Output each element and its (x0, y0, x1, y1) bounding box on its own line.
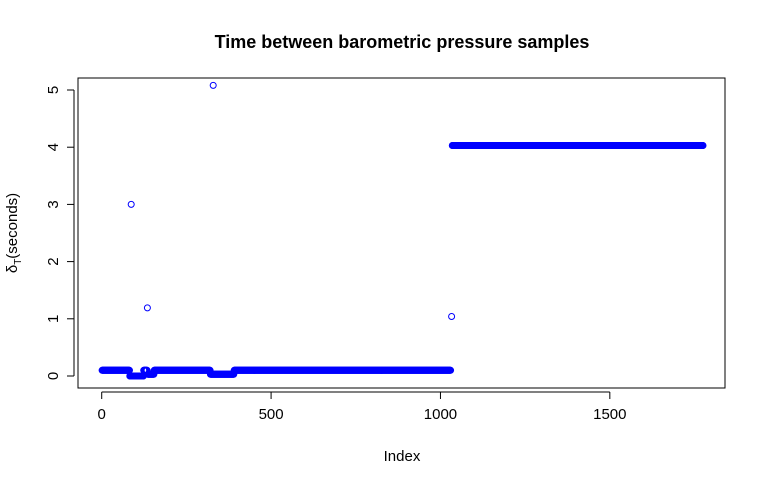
x-tick-label: 1000 (424, 406, 457, 423)
outlier-point (209, 81, 217, 89)
y-axis: 0 1 2 3 4 5 (45, 86, 75, 380)
y-axis-label: δT(seconds) (4, 193, 24, 273)
plot-frame (77, 77, 726, 389)
data-point (447, 366, 455, 374)
y-axis-label-subscript: T (13, 259, 24, 265)
y-tick-label: 3 (45, 200, 62, 208)
outlier-point (143, 304, 151, 312)
x-tick-label: 0 (98, 406, 106, 423)
x-axis: 0 500 1000 1500 (98, 391, 627, 423)
y-axis-label-symbol: δ (4, 265, 21, 273)
y-tick-label: 5 (45, 86, 62, 94)
data-point (699, 142, 707, 149)
outlier-point (448, 313, 456, 320)
y-tick-label: 0 (45, 372, 62, 380)
y-tick-label: 4 (45, 143, 62, 151)
x-tick-label: 500 (259, 406, 284, 423)
y-tick-label: 2 (45, 257, 62, 265)
x-axis-label: Index (384, 448, 421, 465)
y-tick-label: 1 (45, 315, 62, 323)
y-axis-label-unit: (seconds) (4, 193, 21, 259)
outlier-point (127, 200, 135, 208)
chart-title: Time between barometric pressure samples (215, 32, 590, 52)
x-tick-label: 1500 (593, 406, 626, 423)
data-points (98, 81, 707, 380)
